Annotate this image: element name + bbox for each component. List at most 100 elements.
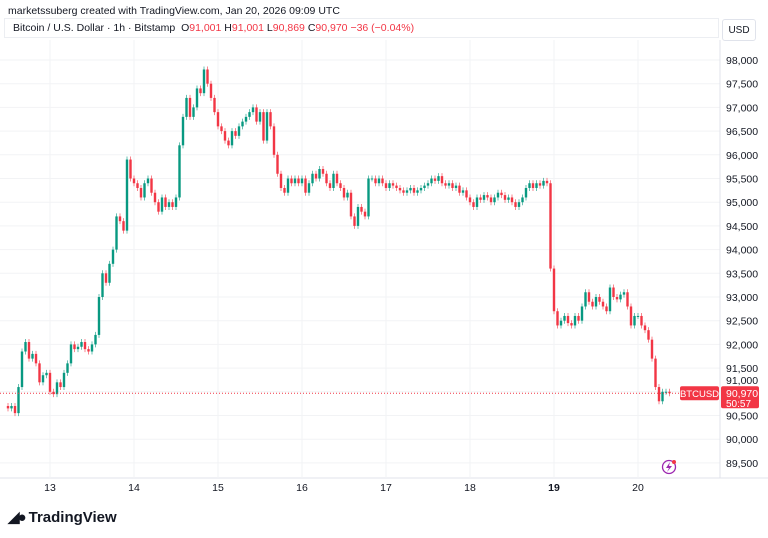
candle-body bbox=[629, 306, 633, 326]
y-tick-label: 93,000 bbox=[726, 292, 758, 304]
candle-body bbox=[206, 69, 209, 84]
candle-body bbox=[486, 195, 489, 198]
candle-body bbox=[577, 315, 580, 321]
candle-body bbox=[342, 187, 346, 198]
candle-body bbox=[538, 183, 542, 186]
candle-body bbox=[510, 197, 514, 203]
candle-body bbox=[360, 206, 363, 212]
candle-body bbox=[97, 297, 101, 335]
candle-body bbox=[48, 372, 52, 392]
candle-body bbox=[587, 292, 591, 302]
candle-body bbox=[437, 176, 440, 181]
candle-body bbox=[423, 185, 426, 188]
candle-body bbox=[517, 202, 521, 207]
candle-body bbox=[654, 358, 657, 388]
candle-body bbox=[230, 131, 234, 146]
candle-body bbox=[668, 391, 671, 394]
candle-body bbox=[122, 221, 125, 231]
y-tick-label: 89,500 bbox=[726, 458, 758, 470]
candle-body bbox=[188, 97, 192, 117]
candle-body bbox=[479, 197, 482, 200]
y-tick-label: 97,500 bbox=[726, 79, 758, 91]
lightning-alert-icon bbox=[661, 459, 677, 475]
candle-body bbox=[6, 406, 10, 409]
candle-body bbox=[272, 126, 276, 155]
candle-body bbox=[234, 131, 237, 136]
candle-body bbox=[276, 154, 279, 174]
candle-body bbox=[409, 187, 412, 191]
candle-body bbox=[248, 112, 251, 117]
candle-body bbox=[202, 69, 206, 94]
change-value: −36 (−0.04%) bbox=[350, 22, 415, 34]
close-label: C bbox=[307, 22, 316, 34]
candle-body bbox=[52, 391, 55, 395]
candle-body bbox=[643, 325, 647, 331]
candle-body bbox=[419, 187, 423, 191]
candle-body bbox=[454, 185, 458, 188]
candle-body bbox=[220, 126, 223, 132]
candle-body bbox=[227, 140, 230, 146]
candle-body bbox=[153, 192, 157, 203]
candle-body bbox=[405, 190, 409, 193]
candle-body bbox=[223, 131, 227, 141]
candle-body bbox=[447, 183, 451, 186]
candle-body bbox=[279, 173, 283, 188]
candle-body bbox=[416, 190, 419, 193]
candle-body bbox=[521, 197, 524, 203]
candle-body bbox=[584, 292, 587, 307]
symbol-price-tag bbox=[680, 386, 719, 401]
candle-body bbox=[591, 301, 594, 307]
x-tick-label: 18 bbox=[464, 482, 476, 494]
lightning-bolt-icon bbox=[666, 462, 672, 472]
symbol-name[interactable]: Bitcoin / U.S. Dollar · 1h · Bitstamp bbox=[13, 22, 176, 34]
low-label: L bbox=[266, 22, 273, 34]
candle-body bbox=[255, 107, 258, 122]
candle-body bbox=[528, 183, 531, 188]
candle-body bbox=[41, 375, 45, 383]
candle-body bbox=[80, 342, 83, 347]
candle-body bbox=[27, 342, 31, 359]
candle-body bbox=[500, 192, 503, 196]
candle-body bbox=[185, 97, 188, 117]
candle-body bbox=[580, 306, 584, 321]
candle-body bbox=[171, 202, 174, 207]
candle-body bbox=[657, 387, 661, 402]
candle-body bbox=[451, 183, 454, 188]
candle-body bbox=[192, 107, 195, 117]
candle-body bbox=[104, 273, 108, 283]
candle-body bbox=[237, 126, 241, 136]
candle-body bbox=[612, 287, 615, 297]
candle-body bbox=[251, 107, 255, 113]
candle-body bbox=[66, 363, 69, 373]
currency-button[interactable]: USD bbox=[722, 19, 756, 41]
candle-body bbox=[402, 190, 405, 193]
candle-body bbox=[601, 301, 605, 307]
candle-body bbox=[174, 197, 178, 207]
x-tick-label: 20 bbox=[632, 482, 644, 494]
candle-body bbox=[115, 216, 118, 250]
candle-body bbox=[244, 116, 248, 122]
y-tick-label: 96,000 bbox=[726, 150, 758, 162]
candle-body bbox=[160, 197, 164, 212]
y-tick-label: 93,500 bbox=[726, 268, 758, 280]
candle-body bbox=[269, 112, 272, 127]
candle-body bbox=[503, 195, 507, 200]
candle-body bbox=[34, 353, 38, 364]
candle-body bbox=[356, 206, 360, 226]
chart-credit: marketssuberg created with TradingView.c… bbox=[8, 5, 340, 17]
candle-body bbox=[433, 178, 437, 181]
x-tick-label: 17 bbox=[380, 482, 392, 494]
candle-body bbox=[118, 216, 122, 222]
candle-body bbox=[24, 342, 27, 352]
candle-body bbox=[633, 315, 636, 326]
candle-body bbox=[59, 382, 62, 388]
notification-dot-icon bbox=[672, 460, 676, 464]
candle-body bbox=[17, 387, 20, 414]
candle-body bbox=[307, 183, 311, 193]
y-tick-label: 92,500 bbox=[726, 316, 758, 328]
candle-body bbox=[507, 197, 510, 200]
candle-body bbox=[426, 183, 430, 186]
y-tick-label: 95,000 bbox=[726, 197, 758, 209]
candle-body bbox=[297, 178, 300, 184]
